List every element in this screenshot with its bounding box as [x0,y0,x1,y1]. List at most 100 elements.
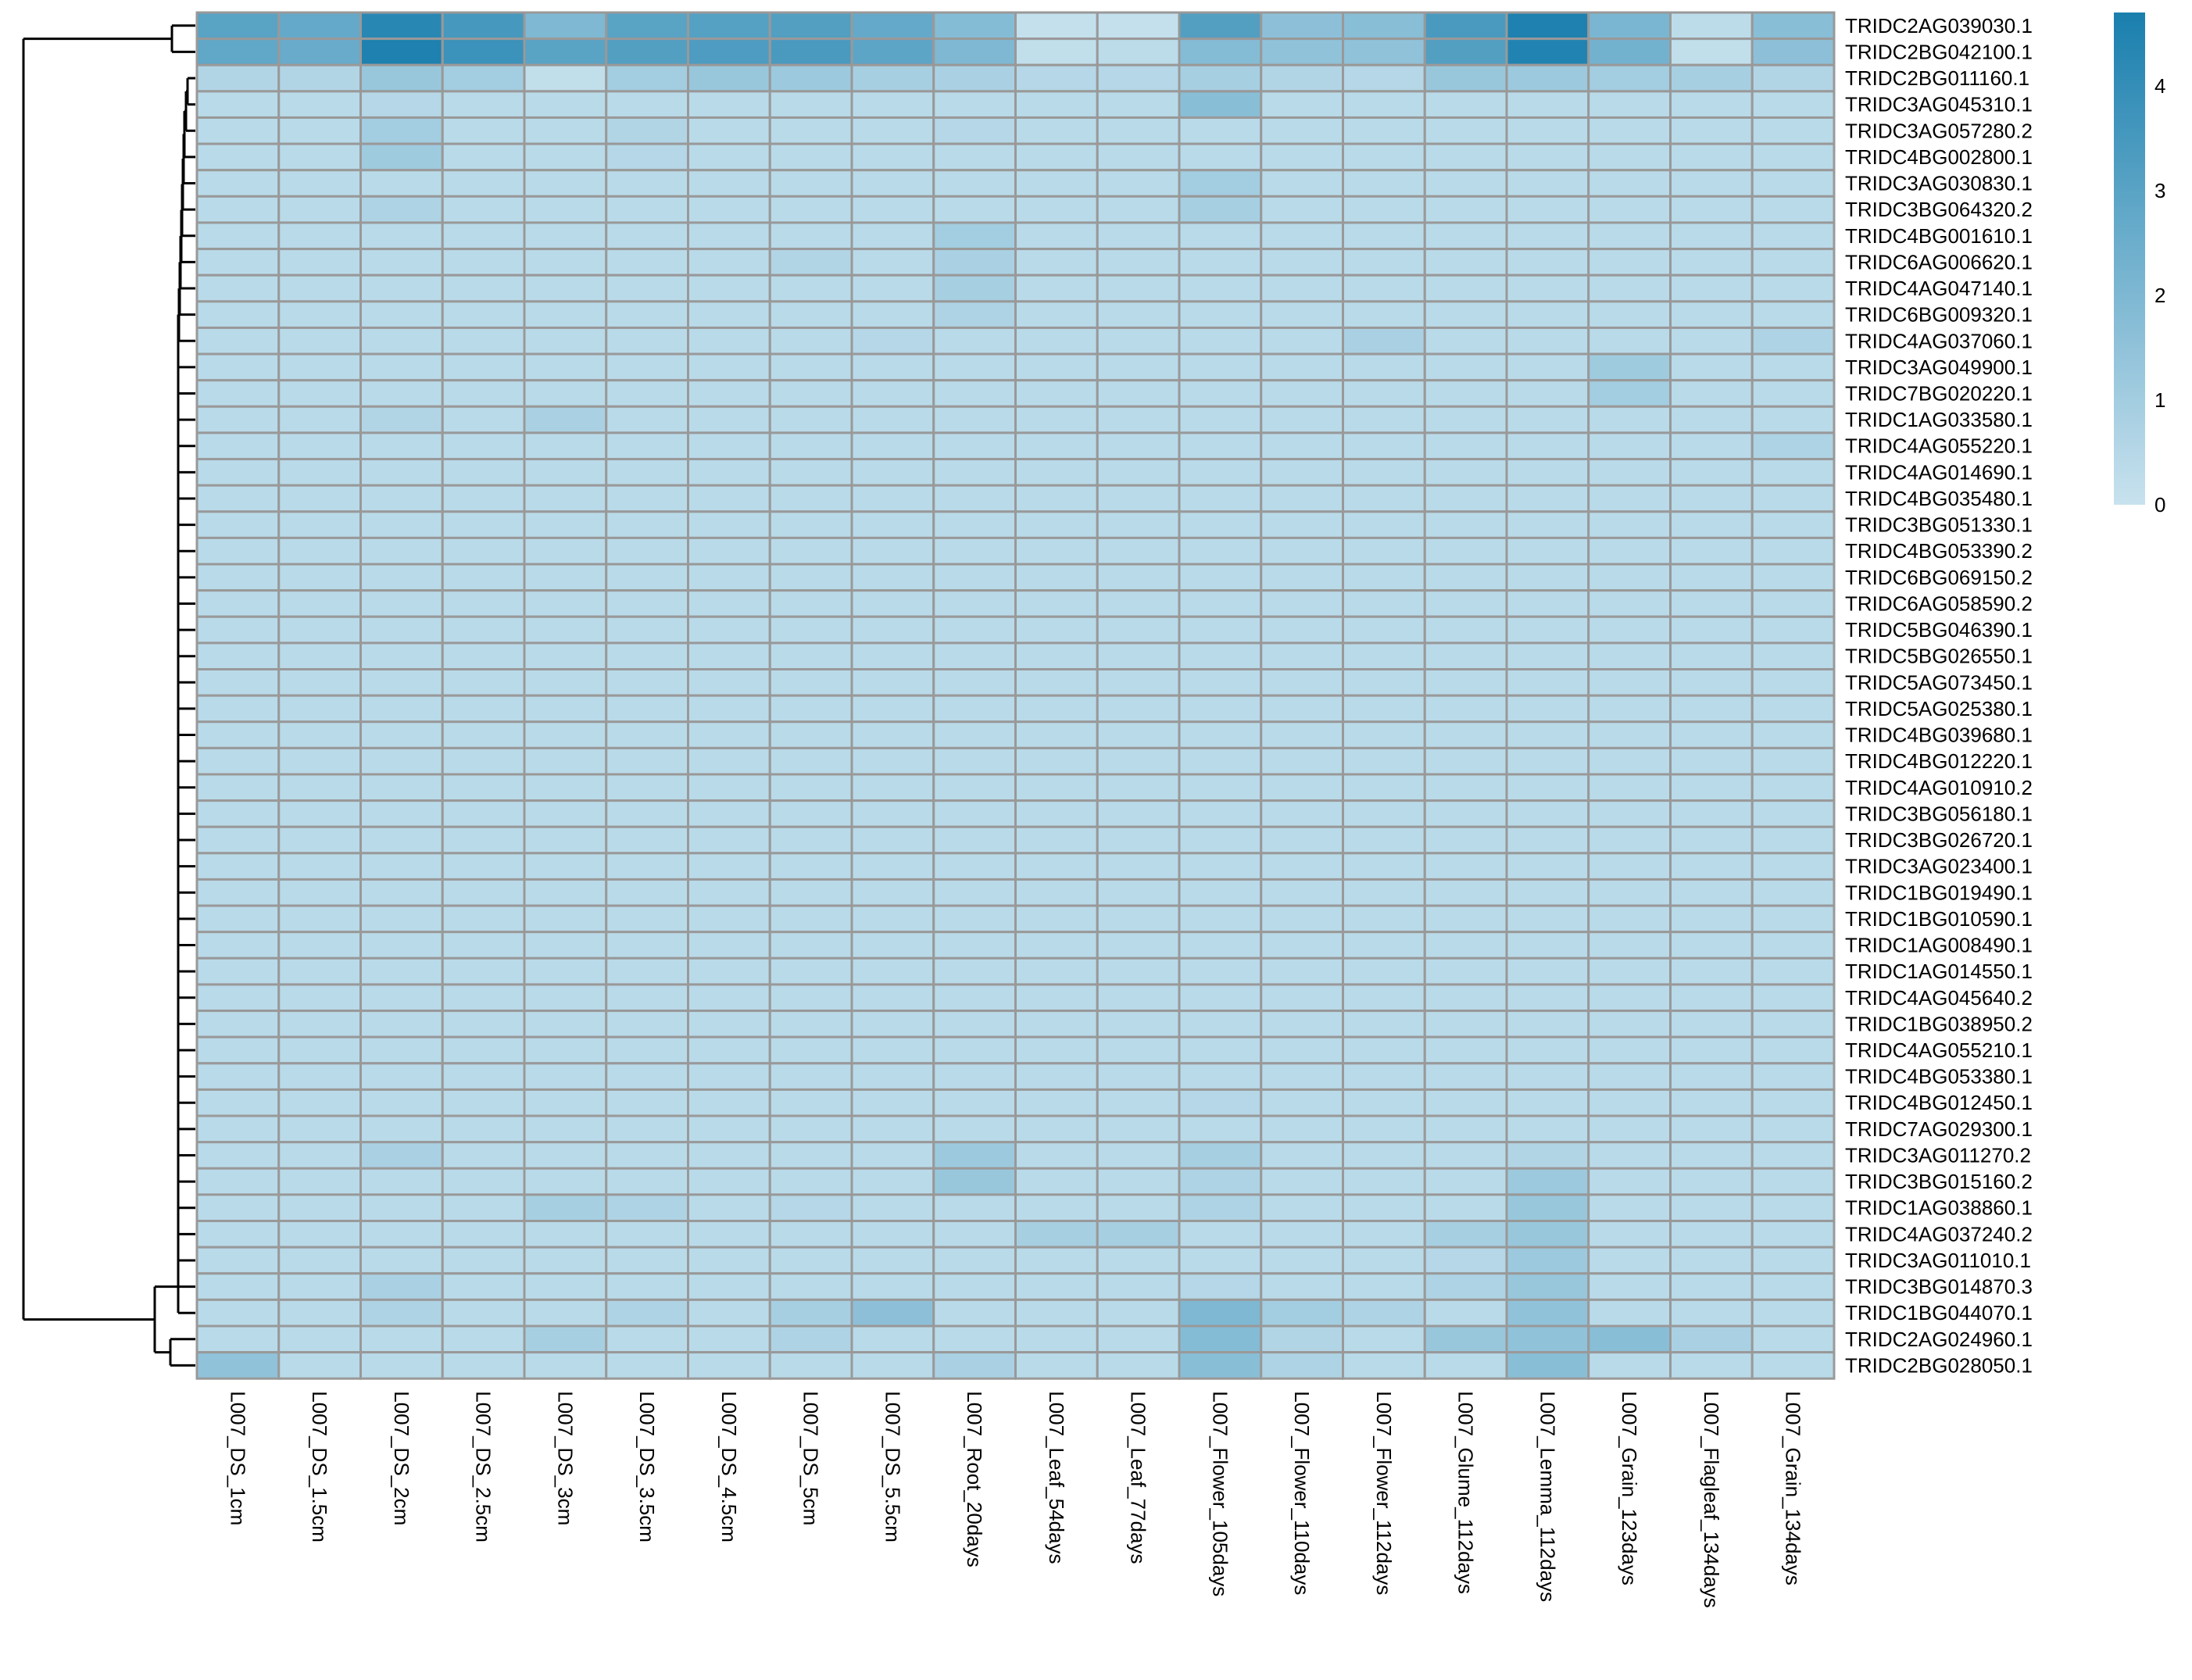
heatmap-cell [1423,1141,1508,1170]
heatmap-cell [195,694,281,724]
heatmap-cell [1423,931,1508,960]
heatmap-cell [277,1088,362,1117]
heatmap-cell [523,1324,608,1354]
heatmap-cell [1260,195,1344,224]
heatmap-cell [932,116,1017,145]
heatmap-cell [1587,983,1672,1013]
heatmap-cell [1014,773,1099,802]
heatmap-cell [195,484,281,513]
heatmap-cell [1096,484,1181,513]
heatmap-cell [1260,536,1344,566]
heatmap-cell [359,1298,444,1328]
heatmap-cell [1750,694,1836,724]
heatmap-cell [441,956,526,986]
heatmap-cell [359,878,444,907]
row-label: TRIDC1BG044070.1 [1845,1301,2033,1324]
heatmap-cell [1669,484,1754,513]
heatmap-cell [277,563,362,592]
heatmap-cell [605,248,689,277]
heatmap-cell [768,248,853,277]
heatmap-cell [195,273,281,303]
heatmap-cell [932,195,1017,224]
heatmap-cell [932,1114,1017,1144]
heatmap-cell [1587,904,1672,934]
heatmap-cell [768,1088,853,1117]
heatmap-cell [1587,63,1672,93]
heatmap-cell [277,63,362,93]
heatmap-cell [850,668,935,697]
heatmap-cell [605,90,689,119]
heatmap-cell [768,956,853,986]
heatmap-cell [932,642,1017,671]
heatmap-cell [441,563,526,592]
heatmap-cell [277,1351,362,1380]
heatmap-cell [1260,510,1344,539]
heatmap-cell [523,1035,608,1065]
heatmap-cell [1669,746,1754,776]
heatmap-cell [1669,1114,1754,1144]
heatmap-cell [1669,1324,1754,1354]
heatmap-cell [1342,746,1426,776]
heatmap-cell [1014,799,1099,828]
heatmap-cell [277,642,362,671]
heatmap-cell [1669,195,1754,224]
heatmap-cell [687,1035,771,1065]
heatmap-cell [1587,1010,1672,1038]
heatmap-cell [277,38,362,66]
heatmap-cell [1669,1035,1754,1065]
heatmap-cell [1505,668,1590,697]
heatmap-cell [687,1272,771,1301]
heatmap-cell [195,615,281,645]
heatmap-cell [1505,878,1590,907]
heatmap-cell [1669,63,1754,93]
heatmap-cell [1260,300,1344,329]
heatmap-cell [1178,825,1263,855]
heatmap-cell [1096,1272,1181,1301]
row-label: TRIDC4BG001610.1 [1845,224,2033,248]
heatmap-cell [1505,1088,1590,1117]
heatmap-cell [1260,63,1344,93]
heatmap-cell [932,1351,1017,1380]
heatmap-cell [850,11,935,41]
heatmap-cell [605,273,689,303]
heatmap-cell [1423,746,1508,776]
heatmap-cell [850,169,935,198]
heatmap-cell [932,379,1017,408]
heatmap-cell [687,563,771,592]
heatmap-cell [1096,1010,1181,1038]
heatmap-cell [441,931,526,960]
heatmap-cell [768,116,853,145]
heatmap-cell [1096,956,1181,986]
heatmap-cell [523,379,608,408]
heatmap-cell [441,1088,526,1117]
heatmap-cell [1342,694,1426,724]
heatmap-cell [1260,1088,1344,1117]
heatmap-cell [1096,563,1181,592]
heatmap-cell [850,1062,935,1091]
heatmap-cell [1342,1114,1426,1144]
heatmap-cell [687,746,771,776]
heatmap-cell [768,1351,853,1380]
heatmap-cell [441,1010,526,1038]
heatmap-cell [850,352,935,382]
heatmap-cell [1178,1088,1263,1117]
heatmap-cell [441,510,526,539]
heatmap-cell [687,1114,771,1144]
heatmap-cell [932,1324,1017,1354]
heatmap-cell [768,510,853,539]
heatmap-cell [523,589,608,618]
heatmap-cell [1669,1298,1754,1328]
heatmap-cell [850,1272,935,1301]
row-label: TRIDC6AG006620.1 [1845,250,2033,273]
heatmap-cell [768,983,853,1013]
heatmap-cell [1587,1167,1672,1196]
heatmap-cell [1587,326,1672,356]
heatmap-cell [195,116,281,145]
heatmap-cell [1750,273,1836,303]
heatmap-cell [1587,536,1672,566]
heatmap-cell [1096,1351,1181,1380]
heatmap-cell [1014,931,1099,960]
column-labels: L007_DS_1cm L007_DS_1.5cm L007_DS_2cm L007_… [226,1391,1804,1608]
heatmap-cell [1750,642,1836,671]
column-label: L007_Root_20days [963,1391,986,1567]
